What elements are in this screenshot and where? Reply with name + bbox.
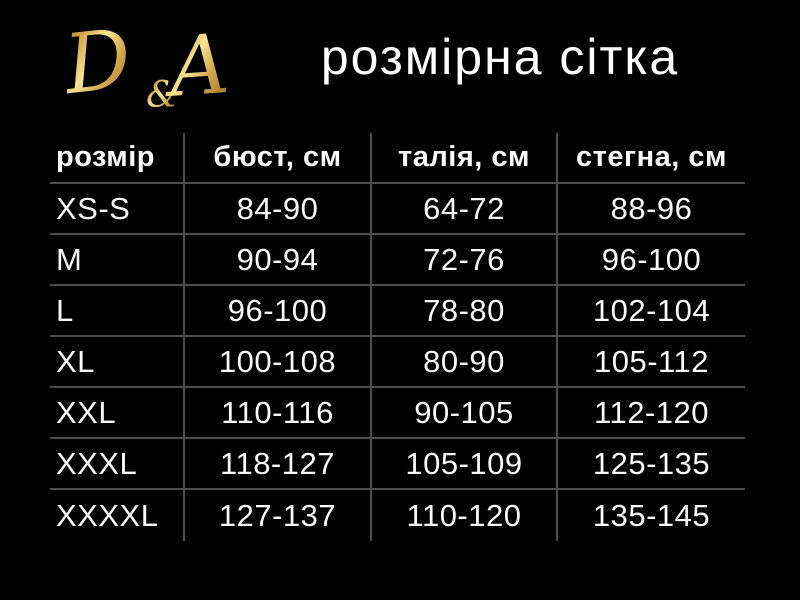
cell-size: L [50,286,185,337]
cell-bust: 127-137 [185,490,372,541]
brand-logo: D & A [58,12,232,112]
logo-ampersand-icon: & [146,75,178,112]
cell-size: XXXL [50,439,185,490]
cell-waist: 78-80 [372,286,558,337]
column-header-size: розмір [50,133,185,184]
cell-waist: 110-120 [372,490,558,541]
size-table: розмір бюст, см талія, см стегна, см XS-… [50,133,745,541]
cell-bust: 100-108 [185,337,372,388]
cell-hips: 125-135 [558,439,745,490]
column-header-bust: бюст, см [185,133,372,184]
cell-waist: 64-72 [372,184,558,235]
page-title: розмірна сітка [320,29,680,85]
cell-bust: 118-127 [185,439,372,490]
cell-hips: 102-104 [558,286,745,337]
logo-letter-d: D [58,12,135,112]
column-header-hips: стегна, см [558,133,745,184]
cell-hips: 96-100 [558,235,745,286]
cell-size: XXXXL [50,490,185,541]
cell-bust: 96-100 [185,286,372,337]
cell-waist: 80-90 [372,337,558,388]
cell-size: M [50,235,185,286]
cell-waist: 72-76 [372,235,558,286]
cell-bust: 110-116 [185,388,372,439]
column-header-waist: талія, см [372,133,558,184]
logo-letter-a: A [159,17,232,112]
cell-hips: 105-112 [558,337,745,388]
cell-size: XL [50,337,185,388]
cell-waist: 90-105 [372,388,558,439]
cell-hips: 88-96 [558,184,745,235]
cell-hips: 112-120 [558,388,745,439]
cell-hips: 135-145 [592,497,711,533]
cell-size: XXL [50,388,185,439]
cell-size: XS-S [50,184,185,235]
cell-bust: 90-94 [185,235,372,286]
cell-waist: 105-109 [372,439,558,490]
cell-bust: 84-90 [185,184,372,235]
